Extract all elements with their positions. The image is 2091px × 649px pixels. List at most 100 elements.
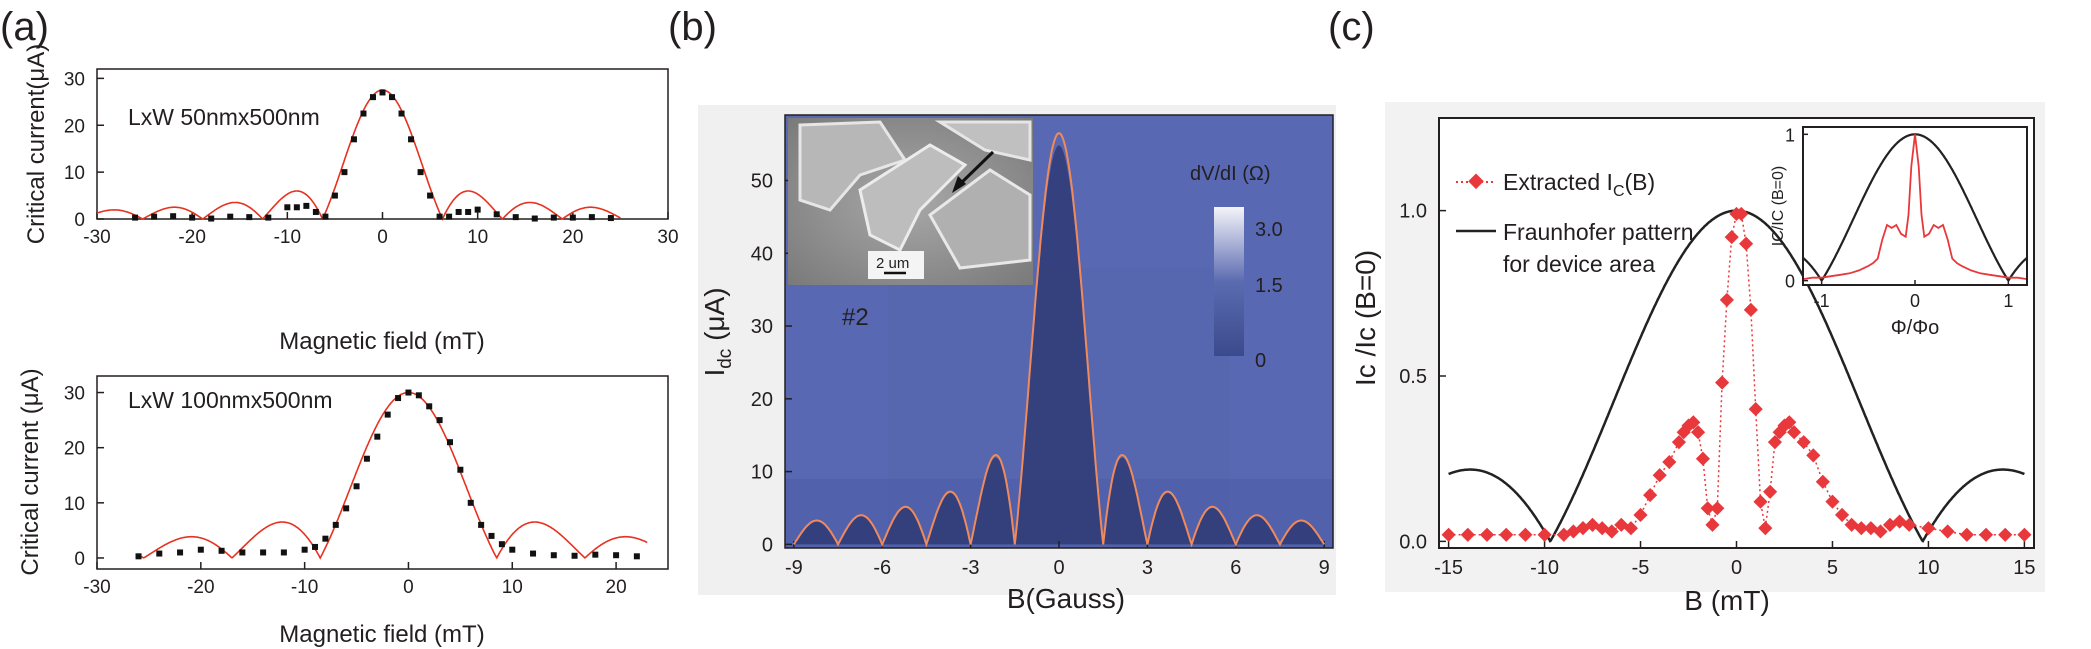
x-tick-label: 10 bbox=[1917, 557, 1939, 579]
axis-ticks: -30 -20 -10 0 10 20 0 10 20 30 bbox=[64, 384, 627, 598]
x-tick-label: 0 bbox=[1910, 291, 1920, 311]
data-point bbox=[531, 215, 538, 222]
data-point bbox=[312, 543, 319, 550]
data-point bbox=[132, 214, 139, 221]
data-point bbox=[427, 192, 434, 199]
colorbar-tick-mid: 1.5 bbox=[1255, 275, 1283, 297]
y-tick-label: 10 bbox=[751, 462, 773, 484]
y-axis-label: Critical current (μA) bbox=[17, 368, 44, 575]
data-point bbox=[488, 532, 495, 539]
data-point bbox=[1902, 517, 1917, 532]
x-tick-label: 0 bbox=[403, 577, 414, 598]
x-tick-label: 0 bbox=[377, 227, 388, 248]
x-axis-label: B(Gauss) bbox=[1007, 583, 1125, 614]
scale-bar-label: 2 um bbox=[876, 255, 909, 272]
x-tick-label: 15 bbox=[2013, 557, 2035, 579]
x-axis-label: Magnetic field (mT) bbox=[279, 328, 484, 355]
data-point bbox=[1705, 517, 1720, 532]
chart-a-top: -30 -20 -10 0 10 20 30 0 10 20 30 LxW 50nmx500nm M… bbox=[23, 44, 679, 355]
data-point bbox=[1786, 425, 1802, 440]
x-tick-label: -9 bbox=[785, 557, 803, 579]
data-point bbox=[312, 208, 319, 215]
x-axis-label: Magnetic field (mT) bbox=[279, 621, 484, 648]
y-tick-label: 10 bbox=[64, 163, 85, 184]
data-point bbox=[177, 549, 184, 556]
sem-arrow bbox=[956, 150, 995, 188]
x-tick-label: -30 bbox=[83, 227, 110, 248]
y-axis-label-main: Critical current ( bbox=[17, 406, 44, 575]
data-point bbox=[246, 214, 253, 221]
x-tick-label: -10 bbox=[291, 577, 318, 598]
data-point bbox=[1643, 488, 1658, 503]
data-point bbox=[550, 214, 557, 221]
x-tick-label: 1 bbox=[2003, 291, 2013, 311]
x-tick-label: 0 bbox=[1053, 557, 1064, 579]
data-point bbox=[446, 213, 453, 220]
y-tick-label: 50 bbox=[751, 170, 773, 192]
y-tick-label: 0 bbox=[762, 534, 773, 556]
y-tick-label: 1 bbox=[1785, 125, 1795, 145]
data-point bbox=[322, 213, 329, 220]
data-point bbox=[493, 211, 500, 218]
y-tick-label: 0 bbox=[74, 549, 85, 570]
data-point bbox=[1537, 527, 1552, 542]
y-tick-label: 30 bbox=[751, 316, 773, 338]
data-point bbox=[303, 202, 310, 209]
legend-extracted-label: Extracted IC(B) bbox=[1503, 169, 1655, 200]
data-point bbox=[197, 546, 204, 553]
data-point bbox=[227, 213, 234, 220]
x-tick-label: 9 bbox=[1319, 557, 1330, 579]
y-axis-label: Critical current(μA) bbox=[23, 44, 50, 245]
y-axis-label-main: I bbox=[699, 369, 730, 377]
legend-fraunhofer-line1: Fraunhofer pattern bbox=[1503, 219, 1694, 245]
data-point bbox=[613, 552, 620, 559]
data-point bbox=[405, 389, 412, 396]
x-tick-label: -15 bbox=[1434, 557, 1463, 579]
colorbar-title: dV/dI (Ω) bbox=[1190, 163, 1271, 185]
data-point bbox=[369, 94, 376, 101]
data-point bbox=[389, 94, 396, 101]
data-point bbox=[280, 549, 287, 556]
annotation: LxW 50nmx500nm bbox=[128, 104, 320, 130]
y-tick-label: 0 bbox=[74, 210, 85, 231]
data-point bbox=[156, 550, 163, 557]
data-point bbox=[1763, 484, 1778, 499]
y-tick-label: 1.0 bbox=[1399, 201, 1427, 223]
colorbar-tick-min: 0 bbox=[1255, 350, 1266, 372]
x-tick-label: 3 bbox=[1142, 557, 1153, 579]
data-point bbox=[135, 553, 142, 560]
plot-frame bbox=[96, 375, 669, 570]
inset-x-axis-label: Φ/Φo bbox=[1891, 317, 1940, 339]
data-point bbox=[1825, 494, 1840, 509]
data-point bbox=[1719, 292, 1734, 307]
data-point bbox=[379, 89, 386, 96]
data-point bbox=[1633, 507, 1648, 523]
plot-frame bbox=[784, 114, 1334, 549]
data-point bbox=[322, 535, 329, 542]
data-point bbox=[239, 549, 246, 556]
legend-extracted-tail: (B) bbox=[1625, 169, 1656, 195]
y-tick-label: 20 bbox=[64, 116, 85, 137]
data-point bbox=[1758, 521, 1773, 536]
legend-extracted-main: Extracted I bbox=[1503, 169, 1613, 195]
sem-electrode-center bbox=[858, 143, 968, 253]
x-tick-label: 20 bbox=[562, 227, 583, 248]
data-point bbox=[457, 466, 464, 473]
plot-series bbox=[135, 389, 648, 560]
data-point bbox=[408, 136, 415, 143]
panel-label-b: (b) bbox=[668, 5, 717, 49]
data-point bbox=[571, 552, 578, 559]
x-tick-label: -6 bbox=[873, 557, 891, 579]
x-tick-label: 30 bbox=[657, 227, 678, 248]
superconducting-region bbox=[793, 145, 1325, 545]
data-point bbox=[301, 546, 308, 553]
data-point bbox=[1743, 302, 1758, 317]
data-point bbox=[1715, 375, 1730, 390]
data-point bbox=[151, 213, 158, 220]
data-point bbox=[1604, 524, 1619, 539]
data-point bbox=[170, 213, 177, 220]
plot-series bbox=[96, 89, 621, 222]
data-point bbox=[436, 417, 443, 424]
data-point bbox=[607, 215, 614, 222]
